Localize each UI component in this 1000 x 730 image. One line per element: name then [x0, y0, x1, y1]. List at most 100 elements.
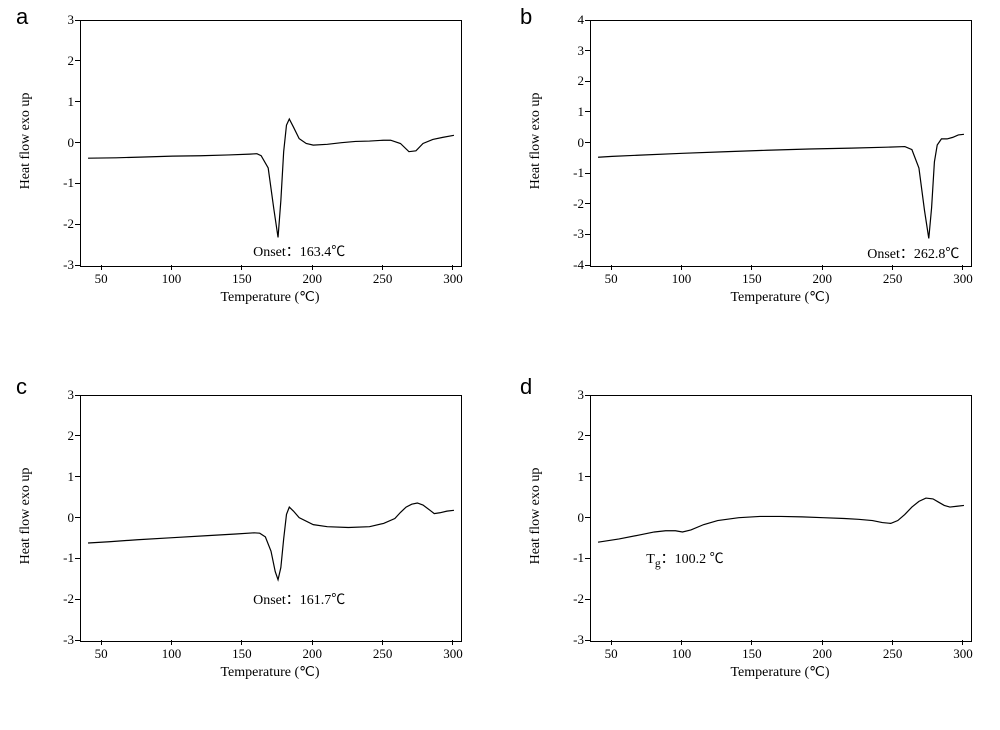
- y-tick: [585, 599, 590, 600]
- x-tick: [962, 265, 963, 270]
- x-tick: [382, 640, 383, 645]
- annotation-c: Onset：161.7℃: [253, 589, 345, 609]
- plot-area-a: [80, 20, 462, 267]
- y-tick: [585, 395, 590, 396]
- x-tick: [892, 640, 893, 645]
- y-tick: [75, 558, 80, 559]
- y-tick: [585, 142, 590, 143]
- x-tick: [171, 640, 172, 645]
- y-tick-label: 0: [562, 510, 584, 526]
- x-tick-label: 300: [441, 271, 465, 287]
- x-tick-label: 100: [669, 646, 693, 662]
- x-tick: [452, 640, 453, 645]
- y-tick-label: -1: [52, 175, 74, 191]
- y-tick: [75, 435, 80, 436]
- x-tick: [611, 265, 612, 270]
- y-tick-label: 1: [52, 94, 74, 110]
- y-tick: [585, 81, 590, 82]
- y-tick-label: 2: [52, 53, 74, 69]
- y-tick: [585, 173, 590, 174]
- y-tick: [75, 224, 80, 225]
- y-tick: [585, 111, 590, 112]
- y-tick: [585, 20, 590, 21]
- x-tick: [382, 265, 383, 270]
- x-tick: [452, 265, 453, 270]
- y-tick: [75, 599, 80, 600]
- panel-label-c: c: [16, 374, 27, 400]
- x-axis-label: Temperature (℃): [720, 289, 840, 306]
- x-tick: [751, 640, 752, 645]
- y-axis-label: Heat flow exo up: [18, 461, 34, 571]
- x-tick-label: 250: [371, 646, 395, 662]
- x-tick: [681, 265, 682, 270]
- y-tick: [585, 517, 590, 518]
- y-tick-label: -2: [52, 591, 74, 607]
- x-tick-label: 150: [740, 646, 764, 662]
- y-tick-label: -3: [52, 632, 74, 648]
- y-tick: [75, 101, 80, 102]
- x-tick-label: 150: [230, 271, 254, 287]
- y-tick: [75, 517, 80, 518]
- x-axis-label: Temperature (℃): [720, 664, 840, 681]
- y-tick: [585, 265, 590, 266]
- x-tick: [312, 640, 313, 645]
- y-tick-label: 2: [52, 428, 74, 444]
- x-tick-label: 50: [89, 271, 113, 287]
- plot-area-d: [590, 395, 972, 642]
- y-tick-label: 1: [52, 469, 74, 485]
- y-tick: [585, 558, 590, 559]
- x-tick-label: 50: [599, 646, 623, 662]
- x-tick: [241, 265, 242, 270]
- y-tick-label: -2: [562, 591, 584, 607]
- y-tick-label: -1: [52, 550, 74, 566]
- y-tick-label: -2: [52, 216, 74, 232]
- y-tick-label: 3: [52, 12, 74, 28]
- y-tick-label: -3: [562, 226, 584, 242]
- x-tick-label: 100: [159, 271, 183, 287]
- y-tick: [585, 203, 590, 204]
- y-tick: [75, 20, 80, 21]
- x-tick-label: 100: [669, 271, 693, 287]
- y-tick-label: -1: [562, 550, 584, 566]
- x-tick-label: 50: [599, 271, 623, 287]
- y-tick-label: 0: [52, 135, 74, 151]
- y-tick: [585, 640, 590, 641]
- y-tick-label: 0: [52, 510, 74, 526]
- y-tick-label: -2: [562, 196, 584, 212]
- x-tick-label: 200: [300, 271, 324, 287]
- x-tick: [241, 640, 242, 645]
- y-tick: [75, 60, 80, 61]
- x-tick-label: 100: [159, 646, 183, 662]
- y-tick: [585, 234, 590, 235]
- y-tick: [75, 476, 80, 477]
- y-tick: [585, 50, 590, 51]
- x-tick: [101, 640, 102, 645]
- y-tick-label: 2: [562, 428, 584, 444]
- x-tick: [312, 265, 313, 270]
- x-tick-label: 200: [810, 271, 834, 287]
- dsc-curve-b: [591, 21, 971, 266]
- y-tick: [75, 395, 80, 396]
- y-axis-label: Heat flow exo up: [18, 86, 34, 196]
- plot-area-b: [590, 20, 972, 267]
- x-tick-label: 200: [810, 646, 834, 662]
- x-tick: [681, 640, 682, 645]
- x-tick: [751, 265, 752, 270]
- y-tick-label: 4: [562, 12, 584, 28]
- y-tick-label: 0: [562, 135, 584, 151]
- x-tick: [892, 265, 893, 270]
- annotation-d: Tg：100.2 ℃: [646, 548, 723, 570]
- annotation-a: Onset：163.4℃: [253, 241, 345, 261]
- annotation-b: Onset：262.8℃: [867, 243, 959, 263]
- y-tick: [75, 265, 80, 266]
- y-tick-label: 3: [562, 43, 584, 59]
- x-tick: [611, 640, 612, 645]
- x-tick: [822, 265, 823, 270]
- y-tick-label: 1: [562, 104, 584, 120]
- y-tick-label: 3: [52, 387, 74, 403]
- x-tick-label: 250: [371, 271, 395, 287]
- x-tick-label: 200: [300, 646, 324, 662]
- x-tick-label: 150: [740, 271, 764, 287]
- y-tick: [585, 435, 590, 436]
- y-tick-label: 3: [562, 387, 584, 403]
